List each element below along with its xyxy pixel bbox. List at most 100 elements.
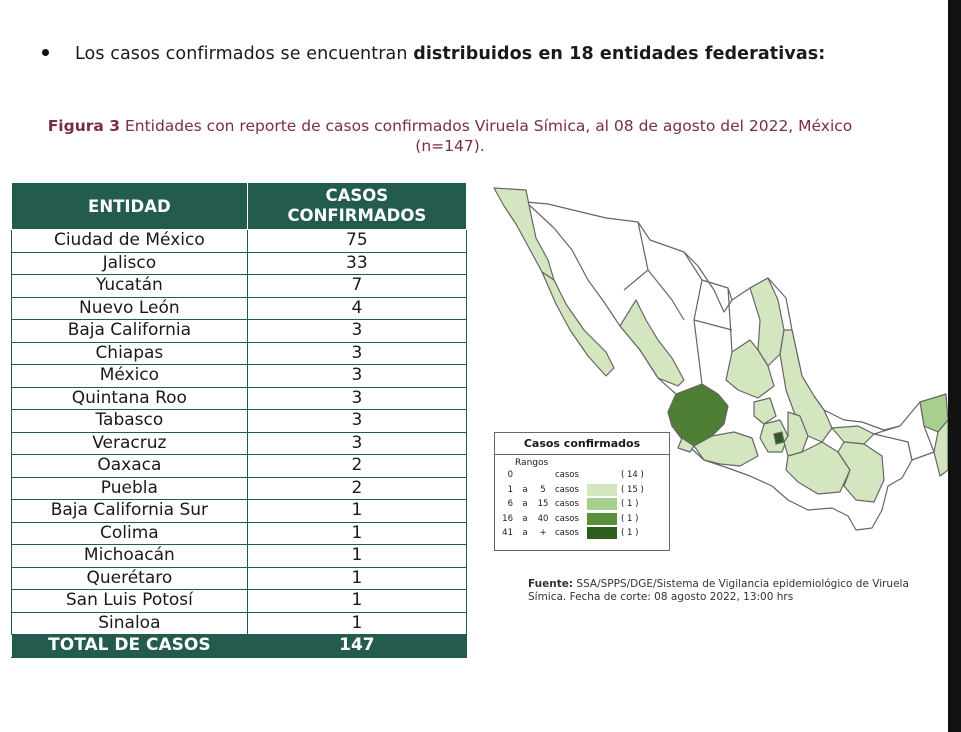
cases-table: ENTIDAD CASOS CONFIRMADOS Ciudad de Méxic… [11, 182, 468, 658]
legend-count: ( 1 ) [621, 513, 639, 524]
cell-casos: 1 [246, 589, 468, 613]
header-casos-1: CASOS [325, 186, 389, 205]
map-cdmx [773, 431, 785, 445]
total-label: TOTAL DE CASOS [11, 634, 248, 658]
cell-entidad: Oaxaca [11, 454, 248, 478]
legend-row: 16 a 40 casos ( 1 ) [495, 512, 669, 527]
legend-to: 40 [537, 513, 549, 524]
cell-entidad: Sinaloa [11, 611, 248, 635]
table-row: Colima 1 [11, 521, 468, 545]
legend-a: a [522, 484, 528, 495]
table-row: Puebla 2 [11, 476, 468, 500]
table-row: Michoacán 1 [11, 544, 468, 568]
cell-entidad: Querétaro [11, 566, 248, 590]
legend-swatch [587, 512, 617, 525]
figure-caption: Figura 3 Entidades con reporte de casos … [20, 116, 880, 156]
legend-swatch [587, 483, 617, 496]
cell-entidad: San Luis Potosí [11, 589, 248, 613]
cell-entidad: Jalisco [11, 251, 248, 275]
cell-casos: 1 [246, 566, 468, 590]
table-row: Ciudad de México 75 [11, 229, 468, 253]
figure-label: Figura 3 [47, 117, 121, 135]
map-michoacan [693, 431, 759, 467]
map-chiapas [837, 441, 885, 503]
legend-swatch [587, 498, 617, 511]
legend-from: 16 [502, 513, 513, 524]
legend-row: 6 a 15 casos ( 1 ) [495, 497, 669, 512]
map-colima [677, 437, 695, 453]
map-quintana-roo [933, 419, 949, 477]
legend-from: 1 [507, 484, 513, 495]
map-legend: Casos confirmados Rangos 0 casos( 14 ) 1 a 5… [494, 432, 670, 551]
cell-casos: 2 [246, 476, 468, 500]
legend-from: 41 [502, 528, 513, 539]
legend-count: ( 1 ) [621, 528, 639, 539]
header-entidad: ENTIDAD [11, 182, 248, 230]
table-row: Nuevo León 4 [11, 296, 468, 320]
mexico-map [488, 180, 949, 540]
legend-swatch [587, 469, 617, 482]
cell-entidad: México [11, 364, 248, 388]
source-label: Fuente: [528, 578, 574, 590]
cell-casos: 3 [246, 319, 468, 343]
table-row: Veracruz 3 [11, 431, 468, 455]
cell-entidad: Baja California [11, 319, 248, 343]
total-value: 147 [246, 634, 468, 658]
map-baja-california-sur [541, 271, 615, 377]
cell-entidad: Puebla [11, 476, 248, 500]
cell-casos: 7 [246, 274, 468, 298]
source-note: Fuente: SSA/SPPS/DGE/Sistema de Vigilanc… [528, 578, 938, 604]
legend-a: a [522, 499, 528, 510]
map-oaxaca [785, 441, 851, 495]
cell-casos: 1 [246, 499, 468, 523]
bullet-bold: distribuidos en 18 entidades federativas… [413, 44, 826, 64]
cell-casos: 4 [246, 296, 468, 320]
table-row: Yucatán 7 [11, 274, 468, 298]
legend-row: 1 a 5 casos ( 15 ) [495, 483, 669, 498]
table-row: Baja California Sur 1 [11, 499, 468, 523]
table-row: Baja California 3 [11, 319, 468, 343]
map-san-luis-potosi [725, 339, 775, 399]
legend-count: ( 1 ) [621, 499, 639, 510]
map-veracruz [779, 329, 833, 443]
cell-casos: 3 [246, 409, 468, 433]
page-edge [948, 0, 961, 732]
table-row: Querétaro 1 [11, 566, 468, 590]
cell-casos: 75 [246, 229, 468, 253]
legend-unit: casos [555, 470, 579, 481]
legend-unit: casos [555, 484, 579, 495]
legend-title: Casos confirmados [495, 433, 669, 455]
legend-row: 0 casos ( 14 ) [495, 468, 669, 483]
table-row: San Luis Potosí 1 [11, 589, 468, 613]
cell-entidad: Nuevo León [11, 296, 248, 320]
cell-casos: 2 [246, 454, 468, 478]
legend-to: + [539, 528, 547, 539]
cell-casos: 1 [246, 521, 468, 545]
total-row: TOTAL DE CASOS 147 [11, 634, 468, 658]
legend-row: 41 a + casos ( 1 ) [495, 526, 669, 541]
cell-entidad: Ciudad de México [11, 229, 248, 253]
header-casos-2: CONFIRMADOS [287, 206, 427, 225]
table-row: México 3 [11, 364, 468, 388]
cell-entidad: Michoacán [11, 544, 248, 568]
bullet-text: Los casos confirmados se encuentran dist… [42, 44, 825, 64]
table-row: Jalisco 33 [11, 251, 468, 275]
table-row: Quintana Roo 3 [11, 386, 468, 410]
legend-unit: casos [555, 528, 579, 539]
cell-casos: 1 [246, 611, 468, 635]
legend-unit: casos [555, 499, 579, 510]
legend-unit: casos [555, 513, 579, 524]
cell-casos: 3 [246, 341, 468, 365]
cell-entidad: Chiapas [11, 341, 248, 365]
cell-entidad: Yucatán [11, 274, 248, 298]
bullet-normal: Los casos confirmados se encuentran [75, 44, 414, 64]
cell-entidad: Baja California Sur [11, 499, 248, 523]
bullet-icon [42, 48, 49, 56]
table-row: Sinaloa 1 [11, 611, 468, 635]
cell-casos: 33 [246, 251, 468, 275]
legend-count: ( 15 ) [621, 484, 644, 495]
cell-casos: 3 [246, 386, 468, 410]
source-text: SSA/SPPS/DGE/Sistema de Vigilancia epide… [528, 578, 909, 603]
cell-entidad: Quintana Roo [11, 386, 248, 410]
map-sinaloa [619, 299, 685, 387]
